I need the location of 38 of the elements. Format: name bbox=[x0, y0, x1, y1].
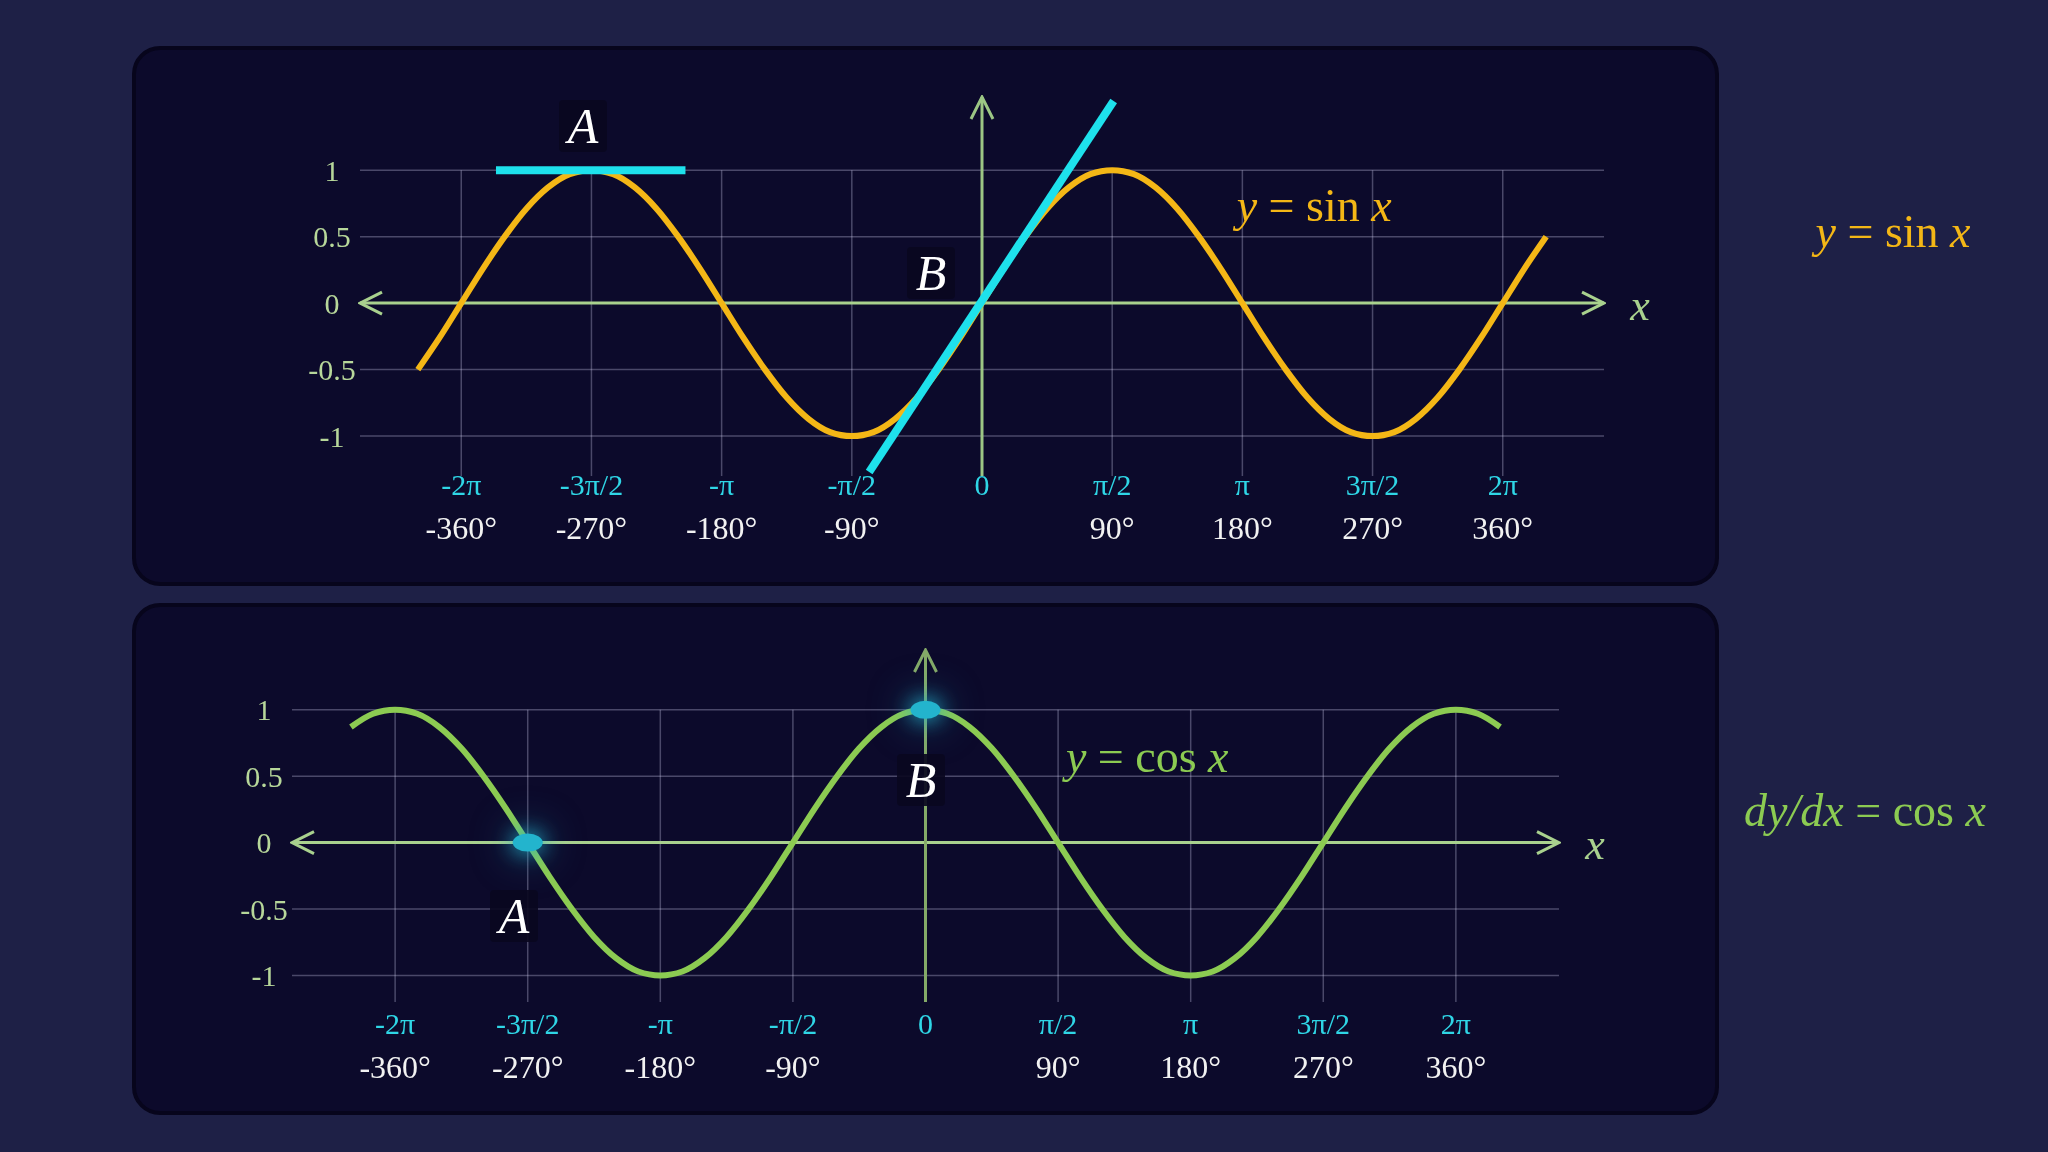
x-axis-title: x bbox=[1629, 280, 1651, 330]
annotation: B bbox=[905, 752, 937, 808]
x-tick-label: -3π/2 -270° bbox=[491, 1006, 564, 1086]
y-tick-label: 0 bbox=[324, 286, 340, 320]
annotation: B bbox=[915, 245, 947, 301]
x-tick-label: -2π -360° bbox=[359, 1006, 431, 1086]
x-tick-label: 0 bbox=[918, 1006, 933, 1040]
x-tick-label: 0 bbox=[974, 467, 990, 501]
y-tick-label: -1 bbox=[319, 419, 345, 453]
x-tick-label: 2π 360° bbox=[1425, 1006, 1487, 1086]
x-tick-label: -π/2 -90° bbox=[824, 467, 880, 547]
x-tick-label: 3π/2 270° bbox=[1292, 1006, 1354, 1086]
x-tick-label: π 180° bbox=[1160, 1006, 1222, 1086]
x-tick-label: -3π/2 -270° bbox=[555, 467, 628, 547]
y-tick-label: -1 bbox=[251, 958, 277, 992]
y-tick-label: 0.5 bbox=[313, 220, 351, 254]
y-tick-label: 1 bbox=[324, 153, 340, 187]
x-tick-label: 3π/2 270° bbox=[1342, 467, 1403, 547]
series-label: y = cos x bbox=[1061, 730, 1230, 782]
x-tick-label: -π -180° bbox=[685, 467, 758, 547]
x-tick-label: -π -180° bbox=[624, 1006, 697, 1086]
x-axis-title: x bbox=[1584, 820, 1606, 870]
annotation: A bbox=[564, 98, 599, 154]
y-tick-label: -0.5 bbox=[308, 353, 356, 387]
annotation: A bbox=[495, 888, 530, 944]
x-tick-label: -π/2 -90° bbox=[765, 1006, 821, 1086]
x-tick-label: π/2 90° bbox=[1035, 1006, 1081, 1086]
x-tick-label: 2π 360° bbox=[1472, 467, 1534, 547]
y-tick-label: 1 bbox=[256, 693, 272, 727]
y-tick-label: 0.5 bbox=[245, 759, 283, 793]
text: y = sin x bbox=[1811, 205, 1972, 257]
text: dy/dx = cos x bbox=[1744, 784, 1987, 836]
x-tick-label: π/2 90° bbox=[1089, 467, 1135, 547]
y-tick-label: 0 bbox=[256, 826, 272, 860]
series-label: y = sin x bbox=[1232, 179, 1393, 231]
x-tick-label: -2π -360° bbox=[425, 467, 497, 547]
y-tick-label: -0.5 bbox=[240, 892, 288, 926]
x-tick-label: π 180° bbox=[1211, 467, 1273, 547]
